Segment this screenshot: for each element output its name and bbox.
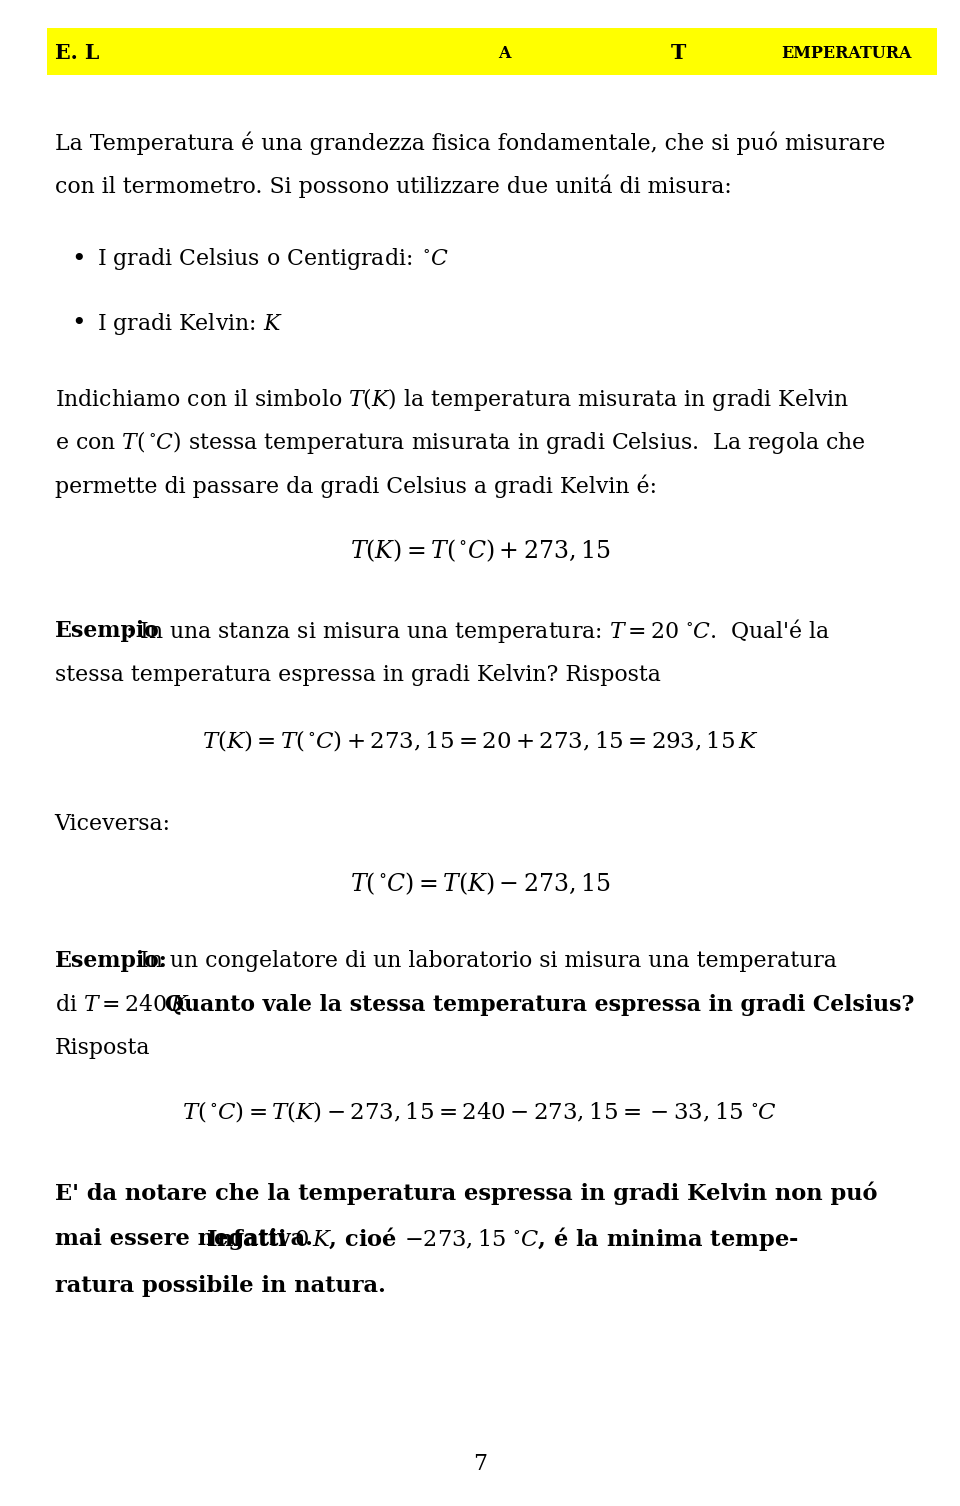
Text: •: • bbox=[71, 312, 85, 336]
FancyBboxPatch shape bbox=[47, 29, 937, 75]
Text: A: A bbox=[498, 45, 516, 62]
Text: Viceversa:: Viceversa: bbox=[55, 813, 171, 834]
Text: mai essere negativa.: mai essere negativa. bbox=[55, 1229, 321, 1250]
Text: I gradi Celsius o Centigradi: $^\circ\!\mathit{C}$: I gradi Celsius o Centigradi: $^\circ\!\… bbox=[97, 245, 448, 273]
Text: stessa temperatura espressa in gradi Kelvin? Risposta: stessa temperatura espressa in gradi Kel… bbox=[55, 664, 660, 685]
Text: $T(K) = T(^\circ\!C) + 273, 15 = 20 + 273, 15 = 293, 15\,K$: $T(K) = T(^\circ\!C) + 273, 15 = 20 + 27… bbox=[202, 729, 758, 753]
Text: T: T bbox=[671, 44, 686, 63]
Text: Esempio:: Esempio: bbox=[55, 950, 168, 971]
Text: EMPERATURA: EMPERATURA bbox=[781, 45, 912, 62]
Text: E. L: E. L bbox=[55, 44, 99, 63]
Text: Quanto vale la stessa temperatura espressa in gradi Celsius?: Quanto vale la stessa temperatura espres… bbox=[165, 994, 915, 1015]
Text: ratura possibile in natura.: ratura possibile in natura. bbox=[55, 1276, 386, 1297]
Text: Risposta: Risposta bbox=[55, 1038, 150, 1059]
Text: con il termometro. Si possono utilizzare due unitá di misura:: con il termometro. Si possono utilizzare… bbox=[55, 175, 732, 199]
Text: di $T = 240\,K$.: di $T = 240\,K$. bbox=[55, 994, 195, 1015]
Text: 7: 7 bbox=[473, 1453, 487, 1474]
Text: I gradi Kelvin: $\mathit{K}$: I gradi Kelvin: $\mathit{K}$ bbox=[97, 310, 282, 337]
Text: e con $T(^\circ\!C)$ stessa temperatura misurata in gradi Celsius.  La regola ch: e con $T(^\circ\!C)$ stessa temperatura … bbox=[55, 429, 866, 456]
Text: Infatti $0\,K$, cioé $-273, 15\,^\circ\!C$, é la minima tempe-: Infatti $0\,K$, cioé $-273, 15\,^\circ\!… bbox=[206, 1226, 799, 1253]
Text: In un congelatore di un laboratorio si misura una temperatura: In un congelatore di un laboratorio si m… bbox=[133, 950, 837, 971]
Text: : In una stanza si misura una temperatura: $T = 20\,^\circ\!C$.  Qual'é la: : In una stanza si misura una temperatur… bbox=[125, 617, 830, 645]
Text: $T(^\circ\!C) = T(K) - 273, 15 = 240 - 273, 15 = -33, 15\,^\circ\!C$: $T(^\circ\!C) = T(K) - 273, 15 = 240 - 2… bbox=[182, 1099, 778, 1123]
Text: Esempio: Esempio bbox=[55, 620, 159, 642]
Text: Indichiamo con il simbolo $T(K)$ la temperatura misurata in gradi Kelvin: Indichiamo con il simbolo $T(K)$ la temp… bbox=[55, 386, 849, 413]
Text: E' da notare che la temperatura espressa in gradi Kelvin non puó: E' da notare che la temperatura espressa… bbox=[55, 1181, 877, 1205]
Text: La Temperatura é una grandezza fisica fondamentale, che si puó misurare: La Temperatura é una grandezza fisica fo… bbox=[55, 131, 885, 155]
Text: permette di passare da gradi Celsius a gradi Kelvin é:: permette di passare da gradi Celsius a g… bbox=[55, 474, 657, 498]
Text: $T(K) = T(^\circ\!C) + 273, 15$: $T(K) = T(^\circ\!C) + 273, 15$ bbox=[349, 538, 611, 565]
Text: •: • bbox=[71, 247, 85, 271]
Text: $T(^\circ\!C) = T(K) - 273, 15$: $T(^\circ\!C) = T(K) - 273, 15$ bbox=[349, 870, 611, 898]
